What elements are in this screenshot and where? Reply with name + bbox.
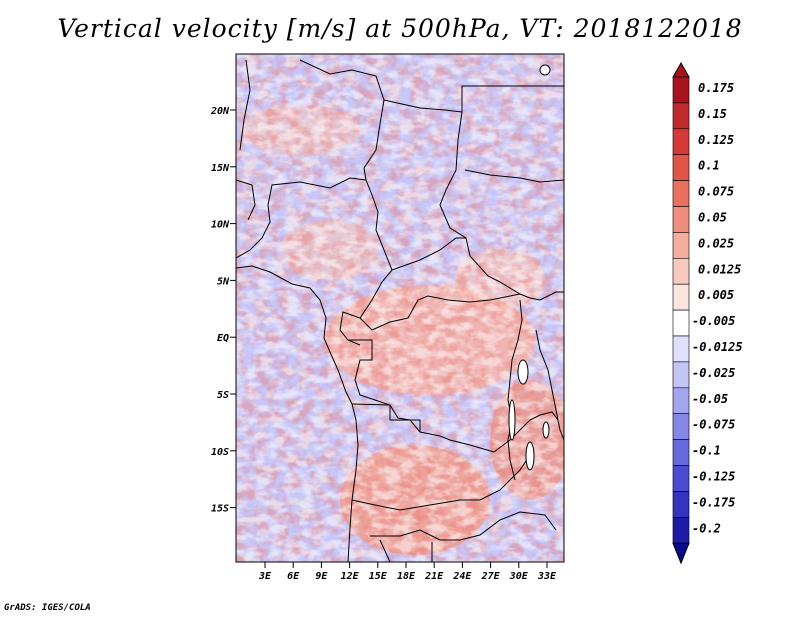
lat-label: 20N	[210, 106, 230, 117]
lat-label: 15S	[211, 504, 229, 515]
colorbar-label: 0.075	[698, 185, 734, 199]
colorbar-top-arrow	[672, 61, 690, 78]
lon-label: 9E	[315, 571, 328, 582]
latitude-axis: 20N 15N 10N 5N EQ 5S 10S 15S	[210, 106, 236, 515]
colorbar-label: -0.175	[692, 495, 735, 509]
colorbar-label: -0.05	[692, 392, 728, 406]
colorbar-label: -0.005	[692, 314, 735, 328]
lon-label: 3E	[258, 571, 272, 582]
colorbar-label: 0.005	[698, 288, 734, 302]
lat-label: 5N	[217, 276, 230, 287]
longitude-axis: 3E 6E 9E 12E 15E 18E 21E 24E 27E 30E 33E	[258, 562, 557, 582]
colorbar-swatch	[672, 232, 690, 259]
colorbar-label: 0.0125	[698, 262, 741, 276]
lon-label: 33E	[537, 571, 557, 582]
colorbar-swatch	[672, 387, 690, 414]
lon-label: 24E	[452, 571, 472, 582]
colorbar-label: 0.05	[698, 211, 727, 225]
colorbar-swatch	[672, 335, 690, 363]
colorbar-label: 0.1	[698, 159, 720, 173]
lon-label: 21E	[424, 571, 444, 582]
colorbar-swatch	[672, 465, 690, 492]
grads-credit: GrADS: IGES/COLA	[4, 603, 91, 613]
colorbar-label: -0.2	[692, 521, 721, 535]
lon-label: 30E	[509, 571, 529, 582]
colorbar-label: -0.0125	[692, 340, 743, 354]
colorbar-swatch	[672, 128, 690, 156]
colorbar-swatch	[672, 309, 690, 337]
lon-label: 6E	[287, 571, 300, 582]
lon-label: 12E	[341, 571, 360, 582]
colorbar-swatch	[672, 76, 690, 104]
colorbar-label: -0.125	[692, 470, 735, 484]
colorbar-swatch	[672, 180, 690, 207]
lat-label: EQ	[217, 333, 229, 344]
chart-title: Vertical velocity [m/s] at 500hPa, VT: 2…	[57, 14, 743, 43]
colorbar-swatch	[672, 439, 690, 466]
colorbar: 0.175 0.15 0.125 0.1 0.075 0.05 0.025 0.0125 0.0…	[672, 61, 743, 565]
colorbar-swatch	[672, 413, 690, 440]
lon-label: 15E	[369, 571, 388, 582]
colorbar-label: 0.175	[698, 81, 734, 95]
colorbar-swatch	[672, 257, 690, 285]
colorbar-bottom-arrow	[672, 542, 690, 565]
colorbar-label: 0.15	[698, 107, 727, 121]
colorbar-swatch	[672, 516, 690, 544]
colorbar-label: -0.075	[692, 418, 735, 432]
lon-label: 18E	[397, 571, 416, 582]
colorbar-label: 0.125	[698, 133, 734, 147]
colorbar-label: 0.025	[698, 236, 734, 250]
colorbar-swatch	[672, 154, 690, 181]
colorbar-label: -0.025	[692, 366, 735, 380]
lat-label: 10S	[211, 447, 229, 458]
lat-label: 15N	[211, 163, 230, 174]
colorbar-swatch	[672, 206, 690, 233]
colorbar-swatch	[672, 361, 690, 389]
velocity-field	[236, 54, 564, 562]
lon-label: 27E	[481, 571, 501, 582]
colorbar-swatch	[672, 283, 690, 311]
colorbar-swatch	[672, 491, 690, 518]
colorbar-label: -0.1	[692, 444, 721, 458]
lat-label: 5S	[217, 390, 229, 401]
colorbar-swatch	[672, 102, 690, 130]
lat-label: 10N	[211, 220, 230, 231]
